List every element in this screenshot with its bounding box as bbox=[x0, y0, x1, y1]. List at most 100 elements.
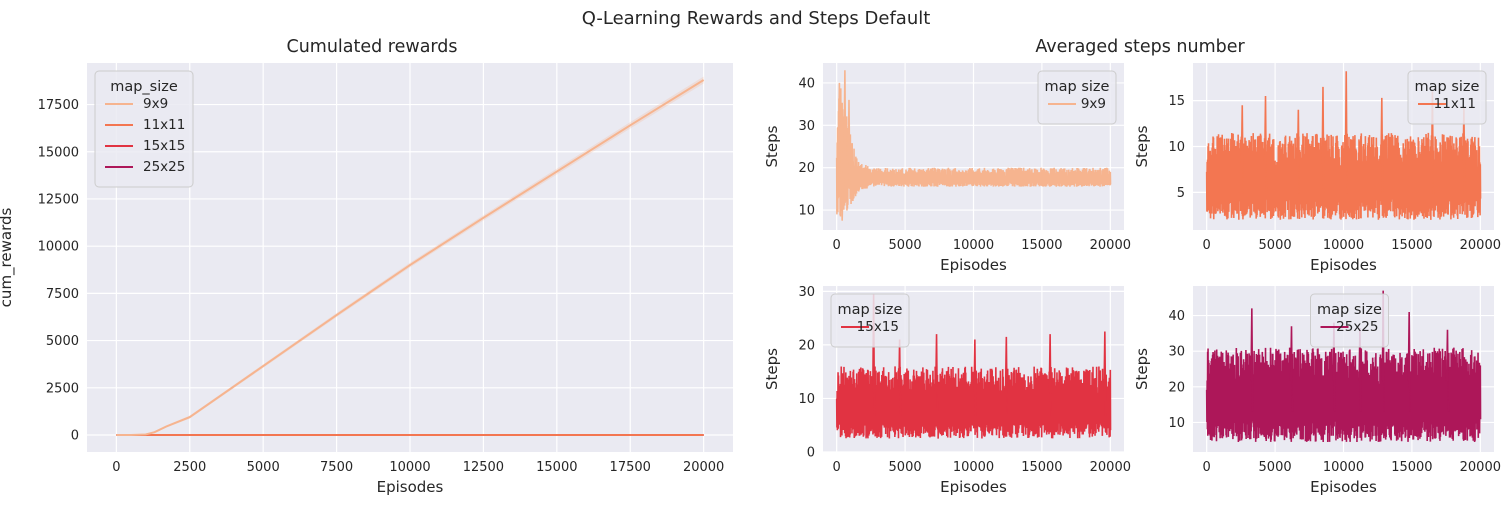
axes-steps_25x25: 0 5000 10000 15000 20000 10 20 30 40 Episodes Step… bbox=[1133, 286, 1501, 496]
legend-entry: 9x9 bbox=[143, 96, 168, 112]
plot-area bbox=[835, 70, 1112, 221]
y-tick-label: 0 bbox=[807, 446, 815, 461]
legend-title: map_size bbox=[110, 79, 178, 95]
legend-box bbox=[94, 70, 194, 188]
x-tick-label: 20000 bbox=[1460, 238, 1501, 253]
steps-spike bbox=[1344, 71, 1348, 194]
legend-entry: 11x11 bbox=[143, 117, 185, 133]
y-axis-label: Steps bbox=[763, 125, 781, 167]
legend-title: map size bbox=[1045, 79, 1110, 95]
y-tick-label: 30 bbox=[798, 285, 815, 300]
legend-box bbox=[1037, 70, 1117, 125]
axes-steps_15x15: 0 5000 10000 15000 20000 0 10 20 30 Episodes Steps… bbox=[763, 285, 1131, 496]
x-tick-label: 20000 bbox=[1090, 460, 1131, 475]
y-tick-label: 17500 bbox=[38, 98, 79, 113]
steps-spike bbox=[973, 339, 977, 417]
x-tick-label: 0 bbox=[112, 460, 120, 475]
steps-line-steps_11x11 bbox=[1205, 132, 1482, 220]
x-tick-label: 10000 bbox=[953, 238, 994, 253]
chart-layer: 0 2500 5000 7500 10000 12500 15000 17500 2000002… bbox=[0, 63, 1501, 496]
legend-box bbox=[830, 293, 910, 348]
steps-spike bbox=[847, 99, 851, 187]
legend-title: map size bbox=[838, 302, 903, 318]
steps-spike bbox=[843, 70, 847, 187]
x-tick-label: 15000 bbox=[1021, 238, 1062, 253]
right-panel-title: Averaged steps number bbox=[1035, 37, 1245, 57]
y-tick-label: 15 bbox=[1168, 94, 1185, 109]
y-axis-label: Steps bbox=[1133, 125, 1151, 167]
x-tick-label: 12500 bbox=[463, 460, 504, 475]
x-tick-label: 5000 bbox=[247, 460, 280, 475]
y-tick-label: 40 bbox=[1168, 309, 1185, 324]
x-tick-label: 5000 bbox=[889, 238, 922, 253]
axes-steps_9x9: 0 5000 10000 15000 20000 10 20 30 40 Episodes Step… bbox=[763, 63, 1131, 274]
x-tick-label: 15000 bbox=[1021, 460, 1062, 475]
x-tick-label: 0 bbox=[833, 238, 841, 253]
steps-line-steps_15x15 bbox=[835, 366, 1112, 439]
steps-spike bbox=[1321, 86, 1325, 194]
x-tick-label: 20000 bbox=[1460, 460, 1501, 475]
x-tick-label: 10000 bbox=[389, 460, 430, 475]
legend-entry: 25x25 bbox=[1336, 319, 1378, 335]
legend-entry: 11x11 bbox=[1434, 96, 1476, 112]
steps-spike bbox=[934, 334, 939, 417]
steps-spike bbox=[1004, 336, 1008, 417]
x-tick-label: 7500 bbox=[320, 460, 353, 475]
legend-title: map size bbox=[1317, 302, 1382, 318]
x-tick-label: 15000 bbox=[1391, 238, 1432, 253]
x-tick-label: 10000 bbox=[1323, 460, 1364, 475]
y-tick-label: 5 bbox=[1177, 186, 1185, 201]
x-tick-label: 2500 bbox=[173, 460, 206, 475]
x-tick-label: 5000 bbox=[1259, 238, 1292, 253]
x-axis-label: Episodes bbox=[940, 256, 1007, 274]
y-tick-label: 20 bbox=[1168, 380, 1185, 395]
x-tick-label: 0 bbox=[1203, 460, 1211, 475]
legend-entry: 25x25 bbox=[143, 159, 185, 175]
legend-entry: 9x9 bbox=[1081, 96, 1106, 112]
y-axis-label: Steps bbox=[763, 348, 781, 390]
steps-spike bbox=[840, 138, 844, 221]
y-tick-label: 12500 bbox=[38, 192, 79, 207]
y-axis-label: Steps bbox=[1133, 348, 1151, 390]
legend-entry: 15x15 bbox=[143, 138, 185, 154]
y-tick-label: 7500 bbox=[46, 287, 79, 302]
x-tick-label: 10000 bbox=[953, 460, 994, 475]
x-axis-label: Episodes bbox=[940, 478, 1007, 496]
y-tick-label: 10 bbox=[798, 392, 815, 407]
steps-spike bbox=[1380, 97, 1384, 194]
steps-spike bbox=[1407, 311, 1411, 412]
steps-spike bbox=[1048, 334, 1052, 417]
steps-spike bbox=[1250, 308, 1254, 412]
steps-spike bbox=[1263, 96, 1268, 194]
x-axis-label: Episodes bbox=[377, 478, 444, 496]
y-tick-label: 40 bbox=[798, 76, 815, 91]
x-axis-label: Episodes bbox=[1310, 256, 1377, 274]
y-tick-label: 10 bbox=[1168, 140, 1185, 155]
x-axis-label: Episodes bbox=[1310, 478, 1377, 496]
x-tick-label: 15000 bbox=[1391, 460, 1432, 475]
x-tick-label: 17500 bbox=[610, 460, 651, 475]
figure-suptitle: Q-Learning Rewards and Steps Default bbox=[582, 8, 931, 29]
legend-title: map size bbox=[1415, 79, 1480, 95]
axes-rewards: 0 2500 5000 7500 10000 12500 15000 17500 20000 0 2… bbox=[0, 63, 733, 496]
steps-spike bbox=[837, 82, 842, 185]
x-tick-label: 15000 bbox=[536, 460, 577, 475]
y-tick-label: 10000 bbox=[38, 240, 79, 255]
y-tick-label: 15000 bbox=[38, 145, 79, 160]
y-tick-label: 5000 bbox=[46, 334, 79, 349]
y-tick-label: 10 bbox=[798, 204, 815, 219]
x-tick-label: 20000 bbox=[1090, 238, 1131, 253]
legend-box bbox=[1310, 293, 1389, 348]
legend-box bbox=[1407, 70, 1487, 125]
series-line-9x9 bbox=[116, 79, 705, 437]
steps-spike bbox=[1381, 290, 1385, 412]
y-axis-label: cum_rewards bbox=[0, 208, 16, 308]
steps-line-steps_9x9 bbox=[835, 88, 1112, 217]
x-tick-label: 0 bbox=[833, 460, 841, 475]
y-tick-label: 20 bbox=[798, 161, 815, 176]
y-tick-label: 10 bbox=[1168, 416, 1185, 431]
